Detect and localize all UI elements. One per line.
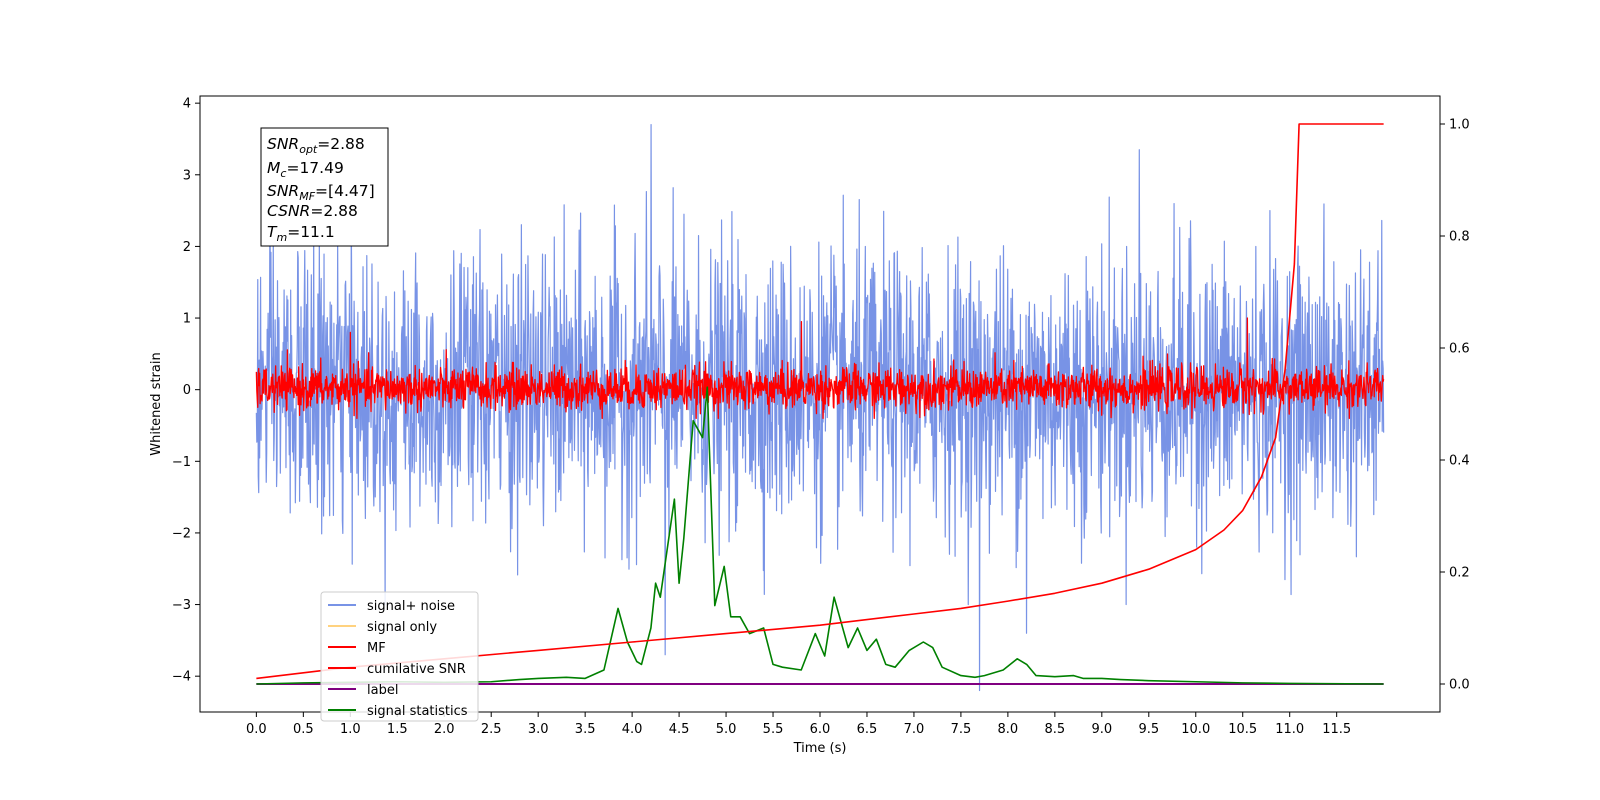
x-tick-label: 10.0 [1181,722,1210,737]
x-axis-label: Time (s) [793,741,847,756]
y-left-tick-label: 4 [183,97,191,112]
x-tick-label: 11.5 [1322,722,1351,737]
legend-label-mf: MF [367,641,386,656]
info-tm: Tm=11.1 [267,223,335,244]
x-tick-label: 8.5 [1045,722,1066,737]
y-left-tick-label: −4 [172,670,191,685]
x-tick-label: 3.0 [528,722,549,737]
y-right-tick-label: 0.0 [1449,678,1470,693]
x-tick-label: 6.0 [810,722,831,737]
x-tick-label: 10.5 [1228,722,1257,737]
y-left-tick-label: 3 [183,168,191,183]
x-tick-label: 5.0 [716,722,737,737]
legend-label-signal-only: signal only [367,620,437,635]
legend-label-signal-statistics: signal statistics [367,704,468,719]
y-right-tick-label: 0.6 [1449,342,1470,357]
mf-series [255,317,1385,419]
legend: signal+ noise signal only MF cumilative SNR… [320,591,479,722]
info-snr-mf: SNRMF=[4.47] [267,182,375,203]
mf-line [255,317,1385,419]
info-box: SNRopt=2.88 Mc=17.49 SNRMF=[4.47] CSNR=2… [260,127,389,247]
y-right-tick-label: 1.0 [1449,118,1470,133]
x-tick-label: 2.5 [481,722,502,737]
legend-label-label: label [367,683,398,698]
y-left-axis-ticks: 4 3 2 1 0 −1 −2 −3 −4 [172,97,200,685]
y-right-tick-label: 0.4 [1449,454,1470,469]
x-tick-label: 4.5 [669,722,690,737]
x-tick-label: 3.5 [575,722,596,737]
info-csnr: CSNR=2.88 [267,202,358,220]
x-tick-label: 2.0 [434,722,455,737]
signal-statistics-line [256,386,1384,685]
info-snr-opt: SNRopt=2.88 [267,135,365,156]
x-tick-label: 0.5 [293,722,314,737]
x-tick-label: 7.5 [951,722,972,737]
x-tick-label: 1.5 [387,722,408,737]
x-tick-label: 9.5 [1138,722,1159,737]
y-left-tick-label: 0 [183,383,191,398]
y-axis-label: Whitened strain [149,352,164,455]
x-tick-label: 1.0 [340,722,361,737]
x-tick-label: 5.5 [763,722,784,737]
y-left-tick-label: −1 [172,455,191,470]
y-right-tick-label: 0.8 [1449,230,1470,245]
x-tick-label: 6.5 [857,722,878,737]
info-mc: Mc=17.49 [267,159,344,180]
y-left-tick-label: −2 [172,526,191,541]
x-tick-label: 9.0 [1091,722,1112,737]
y-right-axis-ticks: 1.0 0.8 0.6 0.4 0.2 0.0 [1440,118,1470,693]
x-tick-label: 11.0 [1275,722,1304,737]
y-left-tick-label: 1 [183,312,191,327]
legend-label-signal-noise: signal+ noise [367,599,455,614]
x-tick-label: 8.0 [998,722,1019,737]
x-axis-ticks: 0.0 0.5 1.0 1.5 2.0 2.5 3.0 3.5 4.0 4.5 5.0 5.5 6.0 6… [246,712,1351,737]
y-left-tick-label: −3 [172,598,191,613]
x-tick-label: 4.0 [622,722,643,737]
y-left-tick-label: 2 [183,240,191,255]
y-right-tick-label: 0.2 [1449,566,1470,581]
x-tick-label: 7.0 [904,722,925,737]
x-tick-label: 0.0 [246,722,267,737]
legend-label-cumulative-snr: cumilative SNR [367,662,466,677]
cumulative-snr-line [256,123,1384,680]
